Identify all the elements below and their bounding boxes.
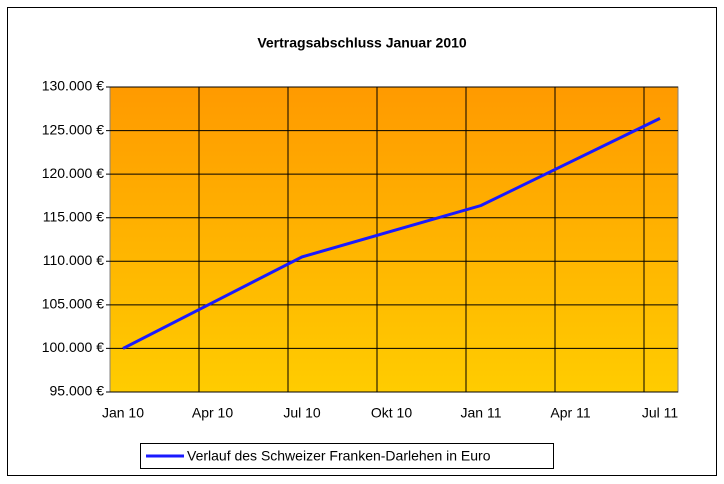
x-tick-label: Apr 10 (192, 405, 233, 421)
x-tick-label: Jul 10 (283, 405, 321, 421)
y-tick-label: 110.000 € (43, 252, 104, 268)
x-tick-label: Jan 11 (461, 405, 502, 421)
x-tick-label: Jul 11 (642, 405, 679, 421)
y-tick-label: 125.000 € (42, 121, 104, 137)
y-tick-label: 105.000 € (42, 296, 104, 312)
chart-title: Vertragsabschluss Januar 2010 (257, 35, 467, 51)
y-tick-label: 130.000 € (42, 78, 104, 94)
y-tick-label: 95.000 € (50, 383, 105, 399)
line-series (122, 117, 661, 350)
y-tick-label: 120.000 € (42, 165, 104, 181)
y-tick-label: 100.000 € (42, 339, 104, 355)
x-tick-label: Jan 10 (102, 405, 144, 421)
y-tick-label: 115.000 € (43, 208, 104, 224)
legend-label: Verlauf des Schweizer Franken-Darlehen i… (187, 448, 491, 464)
x-tick-label: Apr 11 (550, 405, 590, 421)
x-tick-label: Okt 10 (371, 405, 412, 421)
plot-area (109, 86, 679, 393)
legend-box (140, 443, 554, 469)
